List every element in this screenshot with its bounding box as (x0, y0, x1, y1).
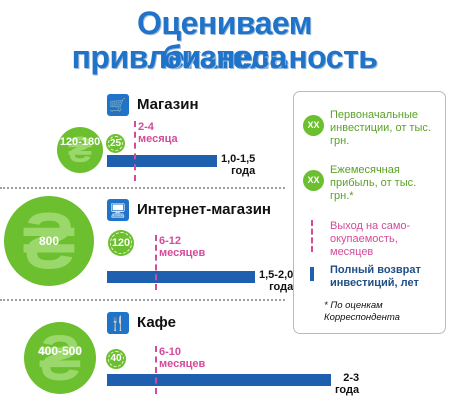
profit-circle: 40 (106, 349, 126, 369)
return-bar (107, 271, 255, 283)
legend-return-text: Полный возврат инвестиций, лет (330, 264, 421, 289)
investment-value: 120-180 (59, 136, 101, 148)
legend-investment-circle: XX (303, 115, 324, 136)
computer-icon: 🖥 (107, 199, 129, 221)
legend-payback-line (311, 220, 313, 252)
investment-circle: ₴ 400-500 (24, 322, 96, 394)
profit-circle: 25 (106, 134, 125, 153)
section-divider (0, 299, 285, 301)
investment-value: 800 (38, 234, 60, 248)
legend-note: * По оценкам Корреспондента (324, 300, 400, 323)
investment-circle: ₴ 800 (4, 196, 94, 286)
chart-title-line1: Оцениваем привлекательность (71, 5, 378, 75)
legend-profit-circle: XX (303, 170, 324, 191)
investment-circle: ₴ 120-180 (57, 127, 103, 173)
business-name: Магазин (137, 96, 199, 113)
payback-label: 2-4 месяца (138, 121, 178, 145)
return-label: 1,0-1,5 года (221, 153, 256, 177)
business-name: Кафе (137, 314, 176, 331)
return-bar (107, 155, 217, 167)
legend-payback-text: Выход на само-окупаемость, месяцев (330, 220, 411, 258)
profit-circle: 120 (108, 230, 134, 256)
fork-knife-icon: 🍴 (107, 312, 129, 334)
payback-line (134, 121, 136, 181)
payback-label: 6-10 месяцев (159, 346, 206, 370)
business-name: Интернет-магазин (137, 201, 271, 218)
chart-title-line2: бизнеса (162, 39, 287, 75)
payback-line (155, 346, 157, 394)
legend-return-bar (310, 267, 314, 281)
return-label: 2-3 года (335, 372, 360, 396)
section-divider (0, 187, 285, 189)
legend-profit-text: Ежемесячная прибыль, от тыс. грн.* (330, 164, 417, 202)
return-bar (107, 374, 331, 386)
legend-box: XX Первоначальные инвестиции, от тыс. гр… (293, 91, 446, 334)
legend-investment-text: Первоначальные инвестиции, от тыс. грн. (330, 109, 431, 147)
investment-value: 400-500 (37, 344, 83, 358)
return-label: 1,5-2,0 года (259, 269, 294, 293)
cart-icon: 🛒 (107, 94, 129, 116)
payback-label: 6-12 месяцев (159, 235, 206, 259)
payback-line (155, 235, 157, 290)
